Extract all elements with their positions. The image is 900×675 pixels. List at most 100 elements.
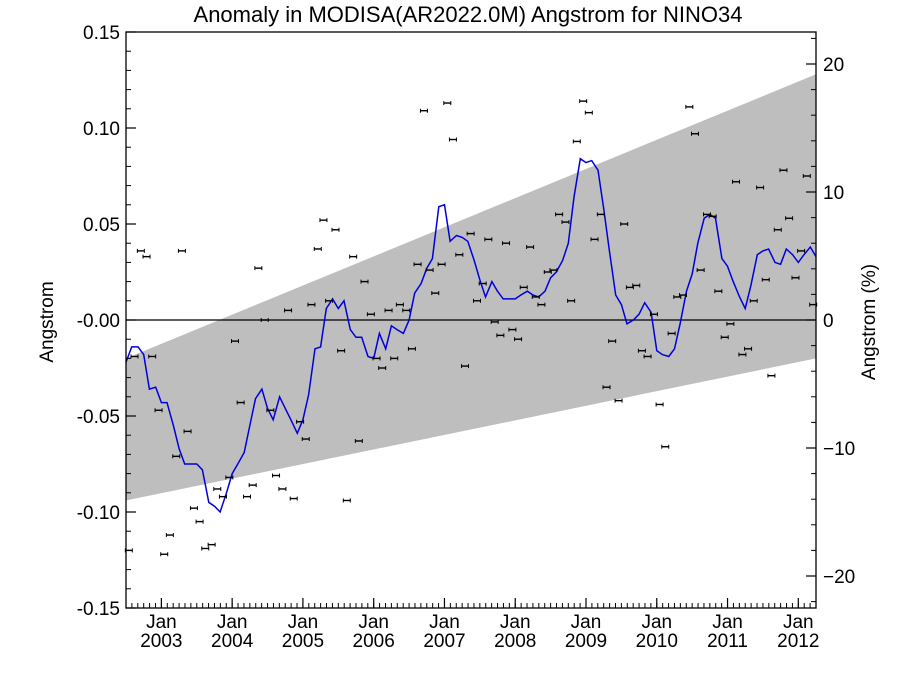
data-point (514, 337, 523, 342)
data-point (360, 279, 369, 284)
data-point (378, 366, 387, 370)
data-point (466, 231, 475, 236)
data-point (419, 108, 428, 113)
data-point (779, 168, 788, 173)
data-point (142, 254, 151, 259)
data-point (508, 327, 517, 332)
x-tick-label-month: Jan (783, 612, 814, 633)
data-point (720, 335, 729, 340)
trend-band (126, 74, 816, 501)
data-point (519, 285, 528, 290)
data-point (307, 302, 316, 307)
chart-title: Anomaly in MODISA(AR2022.0M) Angstrom fo… (194, 2, 743, 27)
data-point (685, 104, 694, 109)
data-point (189, 506, 198, 511)
data-point (313, 246, 322, 251)
data-point (690, 131, 699, 136)
data-point (678, 293, 687, 298)
data-point (744, 346, 753, 351)
x-tick-label-year: 2003 (140, 631, 182, 652)
data-point (667, 331, 676, 336)
data-point (549, 268, 558, 273)
data-point (443, 101, 452, 106)
data-point (460, 364, 469, 369)
x-tick-label-month: Jan (712, 612, 743, 633)
data-point (160, 552, 169, 557)
data-point (478, 281, 487, 286)
data-point (278, 486, 287, 491)
data-point (496, 333, 505, 338)
x-tick-label-year: 2009 (565, 631, 607, 652)
x-tick-label-year: 2004 (211, 631, 254, 652)
data-point (289, 496, 298, 501)
data-point (608, 339, 617, 344)
data-point (791, 275, 800, 280)
data-point (437, 262, 446, 267)
data-point (130, 354, 139, 359)
data-point (567, 298, 576, 303)
data-point (537, 302, 546, 307)
data-point (632, 283, 641, 288)
x-tick-label-month: Jan (571, 612, 602, 633)
y-tick-label: -0.05 (77, 407, 120, 428)
data-point (448, 137, 457, 142)
x-tick-label-month: Jan (358, 612, 389, 633)
data-point (319, 218, 328, 223)
x-tick-label-year: 2006 (353, 631, 395, 652)
y-tick-label: -0.15 (77, 599, 120, 620)
x-tick-label-year: 2011 (707, 631, 748, 652)
data-point (661, 444, 670, 449)
data-point (390, 356, 399, 361)
y2-tick-label: −10 (823, 439, 855, 460)
data-point (473, 298, 482, 303)
data-point (431, 291, 440, 296)
data-point (301, 437, 310, 442)
data-point (655, 402, 664, 407)
data-point (413, 262, 422, 267)
y2-tick-label: 20 (823, 55, 844, 76)
data-point (749, 298, 758, 303)
data-point (614, 398, 623, 403)
x-tick-label-month: Jan (641, 612, 672, 633)
data-point (590, 237, 599, 242)
data-point (260, 318, 269, 322)
data-point (201, 546, 210, 551)
x-tick-label-month: Jan (146, 612, 177, 633)
x-tick-label-year: 2007 (423, 631, 465, 652)
data-point (331, 227, 340, 232)
data-point (342, 498, 351, 503)
y-tick-label: -0.00 (77, 311, 120, 332)
data-point (395, 302, 404, 307)
smoothed-anomaly-line (125, 157, 817, 514)
data-point (248, 483, 257, 488)
data-point (584, 110, 593, 115)
data-point (773, 227, 782, 232)
data-point (579, 99, 588, 104)
data-point (272, 473, 281, 478)
data-point (708, 214, 717, 219)
data-point (425, 268, 434, 273)
y-tick-label: -0.10 (77, 503, 120, 524)
data-point (177, 248, 186, 253)
data-point (243, 494, 252, 499)
data-point (165, 533, 174, 538)
data-point (696, 268, 705, 273)
data-point (484, 237, 493, 242)
data-point (354, 438, 363, 443)
y-tick-label: 0.10 (83, 119, 120, 140)
data-point (372, 356, 381, 361)
x-tick-label-year: 2010 (636, 631, 678, 652)
data-point (555, 212, 564, 217)
data-point (236, 400, 245, 405)
data-point (349, 254, 358, 259)
data-point (490, 319, 499, 324)
data-point (643, 354, 652, 359)
data-point (230, 339, 239, 344)
x-tick-label-month: Jan (288, 612, 319, 633)
data-point (714, 289, 723, 294)
data-point (366, 312, 375, 317)
data-point (526, 245, 535, 250)
data-point (572, 139, 581, 144)
data-point (761, 277, 770, 282)
